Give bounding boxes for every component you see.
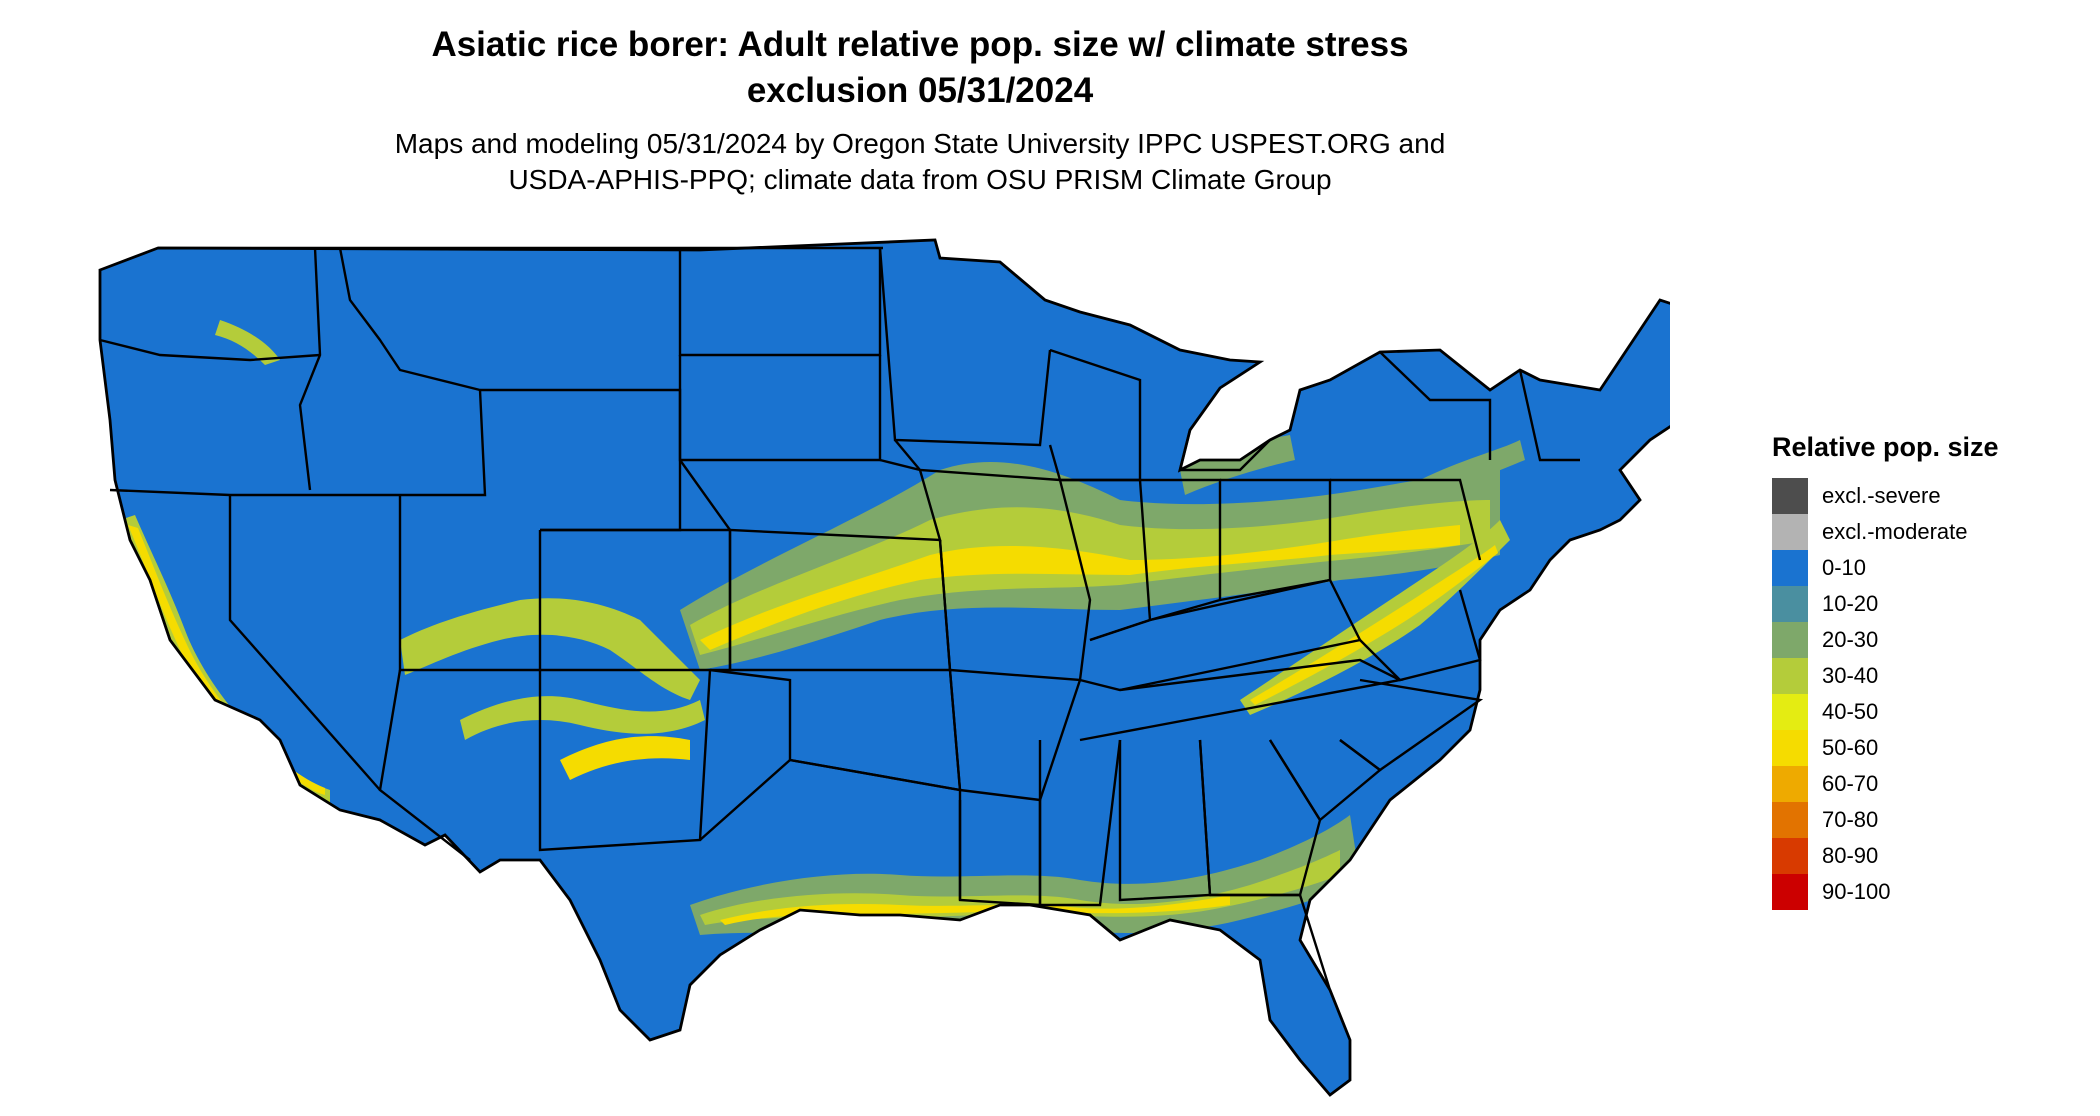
wa-or-border: [99, 338, 321, 362]
new-england-border: [1518, 369, 1580, 462]
legend-item: 40-50: [1772, 694, 2072, 730]
tn-border: [1079, 658, 1404, 742]
ca-nv-border: [228, 495, 381, 791]
nc-border: [1339, 678, 1484, 772]
in-border: [1140, 478, 1222, 622]
pa-border: [1330, 478, 1482, 561]
legend-label: 30-40: [1822, 663, 1879, 688]
legend-item: 20-30: [1772, 622, 2072, 658]
wa-id-border: [298, 247, 322, 491]
nd-border: [678, 248, 882, 357]
legend-item: 0-10: [1772, 550, 2072, 586]
legend-label: 60-70: [1822, 771, 1879, 796]
map-title: Asiatic rice borer: Adult relative pop. …: [0, 22, 1840, 114]
legend-swatch: [1772, 730, 1808, 766]
legend-label: excl.-moderate: [1822, 519, 1968, 544]
legend-label: 70-80: [1822, 807, 1879, 832]
legend-swatch: [1772, 694, 1808, 730]
legend-label: 10-20: [1822, 591, 1879, 616]
legend-swatch: [1772, 802, 1808, 838]
map-legend: Relative pop. size excl.-severe excl.-mod…: [1772, 430, 2072, 910]
legend-swatch: [1772, 838, 1808, 874]
map-subtitle-line-1: Maps and modeling 05/31/2024 by Oregon S…: [394, 128, 1446, 159]
legend-item: 90-100: [1772, 874, 2072, 910]
legend-label: 90-100: [1822, 879, 1891, 904]
legend-swatch: [1772, 874, 1808, 910]
legend-item: 50-60: [1772, 730, 2072, 766]
ia-border: [894, 439, 1062, 482]
legend-swatch: [1772, 622, 1808, 658]
conterminous-us-landmass: [100, 240, 1670, 1095]
band-colorado-plateau-50-60: [560, 736, 690, 780]
legend-swatch: [1772, 586, 1808, 622]
legend-swatch: [1772, 478, 1808, 514]
legend-label: 50-60: [1822, 735, 1879, 760]
legend-label: 20-30: [1822, 627, 1879, 652]
legend-swatch: [1772, 766, 1808, 802]
oh-border: [1219, 478, 1332, 602]
legend-item: 30-40: [1772, 658, 2072, 694]
band-great-basin-30-40: [400, 598, 700, 700]
ar-border: [948, 669, 1082, 802]
us-map-svg: [98, 238, 1670, 1097]
band-colorado-plateau-30-40: [460, 696, 705, 740]
map-title-line-2: exclusion 05/31/2024: [746, 71, 1094, 110]
nv-ut-border: [398, 495, 542, 672]
legend-item: 70-80: [1772, 802, 2072, 838]
ny-border: [1379, 351, 1492, 460]
ky-border: [1089, 578, 1362, 692]
legend-item: 80-90: [1772, 838, 2072, 874]
legend-item: excl.-severe: [1772, 478, 2072, 514]
ms-border: [1038, 739, 1122, 907]
legend-item: 10-20: [1772, 586, 2072, 622]
legend-label: 0-10: [1822, 555, 1867, 580]
map-subtitle: Maps and modeling 05/31/2024 by Oregon S…: [0, 126, 1840, 198]
map-title-line-1: Asiatic rice borer: Adult relative pop. …: [431, 25, 1409, 64]
va-border: [1359, 589, 1482, 682]
legend-swatch: [1772, 658, 1808, 694]
legend-label: 80-90: [1822, 843, 1879, 868]
id-mt-border: [338, 247, 481, 392]
legend-label: 40-50: [1822, 699, 1879, 724]
legend-label: excl.-severe: [1822, 483, 1941, 508]
mn-border: [878, 247, 1052, 447]
band-gulf-50-60: [720, 895, 1230, 925]
us-coastline: [98, 238, 1670, 1097]
nm-border: [538, 669, 712, 852]
fl-border: [1210, 893, 1332, 991]
band-northeast-20-30: [1420, 440, 1525, 500]
legend-item: excl.-moderate: [1772, 514, 2072, 550]
band-pacific-nw-30-40: [215, 320, 280, 365]
band-central-50-60: [700, 525, 1460, 650]
legend-title: Relative pop. size: [1772, 432, 1999, 462]
id-wy-border: [400, 389, 487, 497]
legend-item: 60-70: [1772, 766, 2072, 802]
legend-items: excl.-severe excl.-moderate 0-10 10-20 20-30…: [1772, 478, 2072, 910]
legend-swatch: [1772, 550, 1808, 586]
sd-border: [678, 355, 882, 462]
legend-swatch: [1772, 514, 1808, 550]
map-subtitle-line-2: USDA-APHIS-PPQ; climate data from OSU PR…: [508, 164, 1332, 195]
us-map: [90, 230, 1670, 1110]
